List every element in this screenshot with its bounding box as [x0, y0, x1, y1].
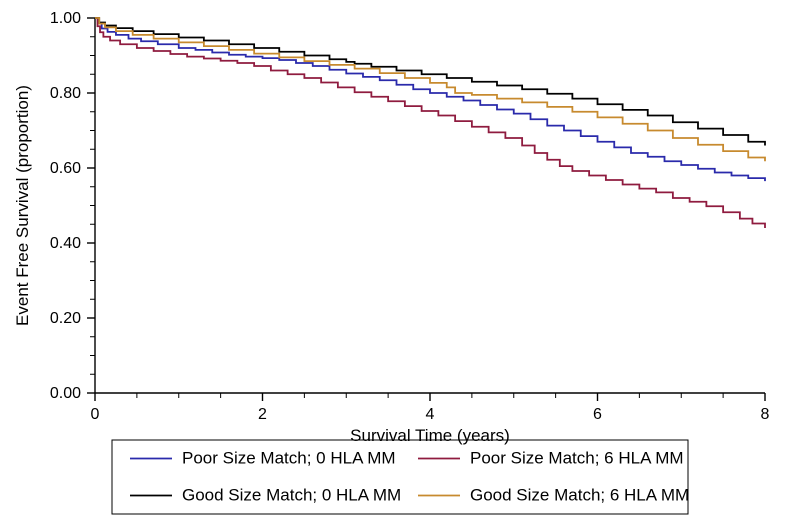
legend-label: Poor Size Match; 6 HLA MM [470, 449, 684, 468]
legend-label: Good Size Match; 6 HLA MM [470, 486, 689, 505]
x-tick-label: 6 [593, 406, 602, 423]
y-tick-label: 0.60 [50, 160, 81, 177]
x-axis-label: Survival Time (years) [350, 426, 510, 445]
chart-svg: 0.00 0.20 0.40 0.60 0.80 1.00 0 2 4 6 8 Survival Ti… [0, 0, 800, 531]
legend-label: Poor Size Match; 0 HLA MM [182, 449, 396, 468]
x-tick-label: 2 [258, 406, 267, 423]
y-tick-label: 1.00 [50, 10, 81, 27]
x-tick-label: 8 [761, 406, 770, 423]
y-tick-label: 0.80 [50, 85, 81, 102]
y-axis-label: Event Free Survival (proportion) [13, 85, 32, 326]
y-tick-label: 0.00 [50, 385, 81, 402]
x-tick-label: 4 [426, 406, 435, 423]
legend-label: Good Size Match; 0 HLA MM [182, 486, 401, 505]
x-tick-label: 0 [91, 406, 100, 423]
y-tick-label: 0.20 [50, 310, 81, 327]
survival-chart: 0.00 0.20 0.40 0.60 0.80 1.00 0 2 4 6 8 Survival Ti… [0, 0, 800, 531]
y-tick-label: 0.40 [50, 235, 81, 252]
